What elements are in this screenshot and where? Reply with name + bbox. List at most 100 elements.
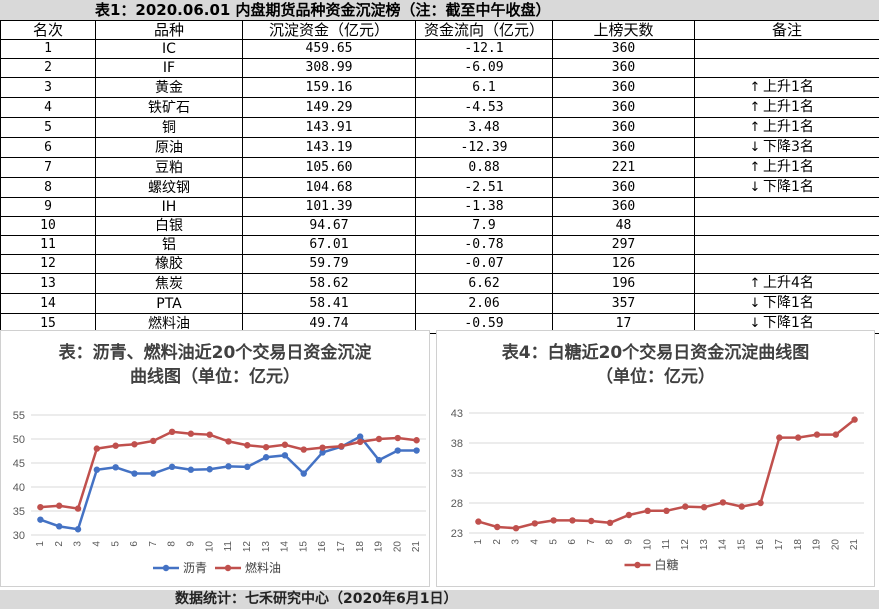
legend-marker — [224, 564, 232, 572]
x-tick-label: 10 — [642, 539, 653, 551]
table-row: 14 PTA 58.41 2.06 357 ↓ 下降1名 — [0, 293, 879, 314]
cell-note: ↓ 下降3名 — [694, 137, 879, 158]
table-row: 3 黄金 159.16 6.1 360 ↑ 上升1名 — [0, 77, 879, 98]
arrow-up-icon: ↑ — [749, 160, 761, 175]
x-tick-label: 12 — [680, 539, 691, 551]
chart-sugar: 表4：白糖近20个交易日资金沉淀曲线图 （单位：亿元） 23 28 33 38 43 1 2… — [436, 330, 875, 587]
cell-fund: 67.01 — [242, 235, 416, 255]
cell-rank: 7 — [0, 157, 96, 178]
cell-note — [694, 58, 879, 78]
x-tick-label: 6 — [567, 539, 578, 545]
data-point — [131, 470, 138, 477]
x-tick-label: 4 — [91, 541, 102, 547]
table-body: 1 IC 459.65 -12.1 360 2 IF 308.99 -6.09 360 3 黄金 159… — [0, 39, 879, 334]
cell-rank: 5 — [0, 117, 96, 138]
chart2-title-line1: 表4：白糖近20个交易日资金沉淀曲线图 — [501, 343, 810, 363]
y-tick-label: 38 — [451, 438, 463, 450]
data-point — [394, 434, 401, 442]
x-tick-label: 1 — [473, 539, 484, 545]
arrow-down-icon: ↓ — [749, 140, 761, 155]
table-row: 2 IF 308.99 -6.09 360 — [0, 58, 879, 78]
cell-note: ↓ 下降1名 — [694, 293, 879, 314]
data-point — [281, 441, 289, 448]
data-point — [338, 443, 345, 450]
data-point — [413, 437, 420, 444]
cell-fund: 459.65 — [242, 39, 416, 59]
chart1-title-line1: 表：沥青、燃料油近20个交易日资金沉淀 — [58, 343, 372, 363]
cell-rank: 8 — [0, 177, 96, 198]
x-tick-label: 11 — [223, 541, 234, 552]
cell-note: ↑ 上升1名 — [694, 97, 879, 118]
x-tick-label: 19 — [812, 539, 823, 551]
x-tick-label: 17 — [336, 541, 347, 553]
header-fund: 沉淀资金（亿元） — [242, 20, 416, 40]
x-tick-label: 15 — [298, 541, 309, 553]
note-text: 下降1名 — [763, 295, 814, 311]
y-tick-label: 23 — [451, 528, 463, 540]
cell-flow: -0.78 — [415, 235, 553, 255]
cell-days: 196 — [552, 273, 695, 294]
y-tick-label: 28 — [451, 498, 463, 510]
cell-fund: 143.91 — [242, 117, 416, 138]
cell-flow: -6.09 — [415, 58, 553, 78]
data-point — [757, 499, 764, 507]
cell-fund: 59.79 — [242, 254, 416, 274]
data-point — [150, 470, 157, 477]
x-tick-label: 14 — [718, 539, 729, 551]
cell-days: 221 — [552, 157, 695, 178]
data-point — [168, 428, 176, 435]
data-point — [625, 511, 633, 519]
cell-days: 17 — [552, 313, 695, 334]
cell-note — [694, 39, 879, 59]
cell-name: 螺纹钢 — [95, 177, 243, 198]
note-text: 上升1名 — [763, 119, 814, 135]
data-point — [356, 438, 364, 446]
cell-days: 360 — [552, 117, 695, 138]
x-tick-label: 13 — [699, 539, 710, 551]
x-tick-label: 8 — [167, 541, 178, 547]
x-tick-label: 9 — [624, 539, 635, 545]
cell-fund: 105.60 — [242, 157, 416, 178]
cell-name: PTA — [95, 293, 243, 314]
data-point — [37, 503, 44, 511]
x-tick-label: 13 — [261, 541, 272, 553]
cell-note — [694, 197, 879, 217]
cell-name: IF — [95, 58, 243, 78]
x-tick-label: 14 — [280, 541, 291, 553]
cell-name: 铜 — [95, 117, 243, 138]
cell-days: 360 — [552, 58, 695, 78]
y-tick-label: 33 — [451, 468, 463, 480]
x-tick-label: 18 — [793, 539, 804, 551]
data-point — [776, 434, 783, 441]
arrow-up-icon: ↑ — [749, 276, 761, 291]
x-tick-label: 7 — [148, 541, 159, 547]
cell-fund: 94.67 — [242, 216, 416, 236]
x-tick-label: 8 — [605, 539, 616, 545]
chart-asphalt-fuel-oil: 表：沥青、燃料油近20个交易日资金沉淀 曲线图（单位：亿元） 30 35 40 45 5… — [0, 330, 430, 587]
table-row: 6 原油 143.19 -12.39 360 ↓ 下降3名 — [0, 137, 879, 158]
x-tick-label: 4 — [529, 539, 540, 545]
table-row: 15 燃料油 49.74 -0.59 17 ↓ 下降1名 — [0, 313, 879, 334]
cell-flow: 2.06 — [415, 293, 553, 314]
table-row: 1 IC 459.65 -12.1 360 — [0, 39, 879, 59]
data-point — [131, 441, 138, 448]
data-point — [244, 442, 251, 449]
header-flow: 资金流向（亿元） — [415, 20, 553, 40]
cell-flow: 6.62 — [415, 273, 553, 294]
data-point — [394, 447, 401, 454]
data-point — [851, 416, 858, 423]
data-point — [719, 499, 727, 506]
legend-item: 沥青 — [153, 561, 207, 575]
footer-source: 数据统计：七禾研究中心（2020年6月1日） — [175, 591, 458, 607]
data-point — [375, 435, 383, 443]
cell-name: 铝 — [95, 235, 243, 255]
arrow-down-icon: ↓ — [749, 180, 761, 195]
cell-note: ↑ 上升4名 — [694, 273, 879, 294]
data-point — [206, 431, 213, 438]
data-point — [375, 456, 383, 464]
cell-rank: 6 — [0, 137, 96, 158]
cell-note — [694, 254, 879, 274]
cell-note — [694, 216, 879, 236]
data-point — [112, 442, 119, 449]
y-tick-label: 35 — [13, 506, 25, 518]
